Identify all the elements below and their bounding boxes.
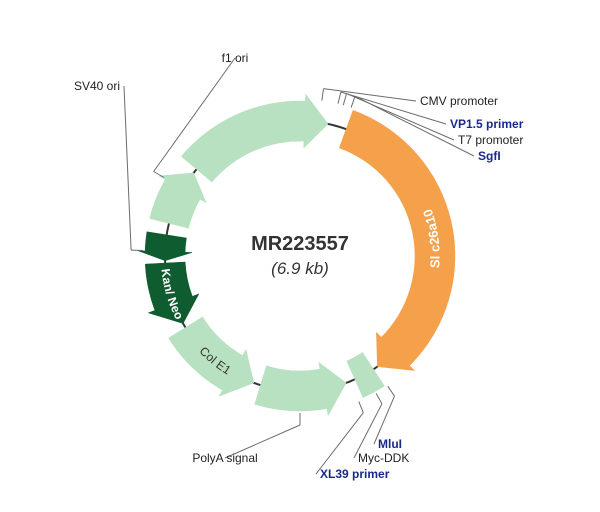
leader-tick bbox=[359, 402, 363, 413]
label-mlui: MluI bbox=[378, 437, 402, 451]
label-f1-ori: f1 ori bbox=[222, 51, 249, 65]
leader-tick bbox=[322, 89, 324, 101]
leader-tick bbox=[351, 96, 355, 107]
plasmid-name: MR223557 bbox=[251, 233, 349, 255]
label-cmv-promoter: CMV promoter bbox=[420, 94, 498, 108]
feature-sv40 bbox=[138, 232, 192, 261]
label-t7-promoter: T7 promoter bbox=[458, 133, 523, 147]
label-xl39-primer: XL39 primer bbox=[320, 467, 390, 481]
leader-line bbox=[324, 89, 416, 101]
plasmid-size: (6.9 kb) bbox=[271, 259, 329, 278]
label-myc-ddk: Myc-DDK bbox=[358, 451, 409, 465]
feature-cmv bbox=[181, 94, 328, 182]
leader-tick bbox=[338, 92, 341, 104]
label-vp1-5-primer: VP1.5 primer bbox=[450, 117, 524, 131]
plasmid-map: Sl c26a10Kan/ NeoCol E1MR223557(6.9 kb)C… bbox=[0, 0, 600, 512]
leader-tick bbox=[388, 386, 395, 396]
leader-line bbox=[316, 413, 363, 474]
leader-tick bbox=[343, 94, 346, 106]
label-sv40-ori: SV40 ori bbox=[74, 79, 120, 93]
leader-line bbox=[124, 86, 131, 250]
label-polya-signal: PolyA signal bbox=[192, 451, 257, 465]
feature-polyA bbox=[255, 362, 346, 415]
label-sgfi: SgfI bbox=[478, 149, 501, 163]
leader-tick bbox=[154, 172, 164, 178]
feature-f1ori bbox=[150, 173, 206, 228]
leader-tick bbox=[376, 393, 382, 403]
